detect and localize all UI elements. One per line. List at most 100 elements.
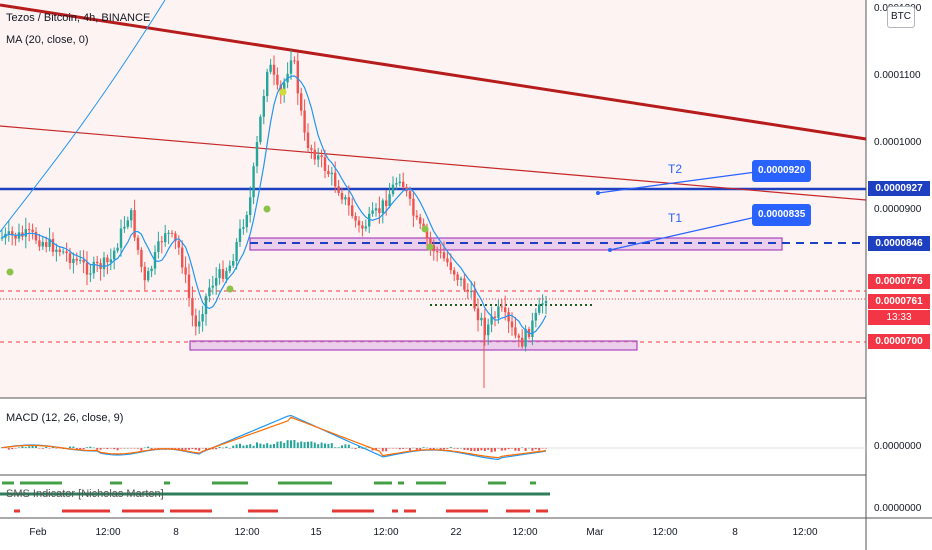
macd-bar bbox=[249, 444, 252, 448]
minor-downtrend-line[interactable] bbox=[0, 125, 867, 201]
macd-bar bbox=[109, 448, 112, 449]
macd-bar bbox=[188, 448, 190, 450]
macd-bar bbox=[310, 441, 313, 448]
candle-body bbox=[133, 210, 136, 238]
time-tick: 8 bbox=[732, 527, 738, 538]
ma-20-line bbox=[1, 75, 547, 335]
candle-body bbox=[327, 170, 330, 175]
candle-body bbox=[82, 259, 85, 263]
candle-body bbox=[330, 172, 333, 175]
macd-bar bbox=[449, 447, 452, 448]
macd-bar bbox=[269, 444, 272, 448]
macd-bar bbox=[453, 448, 456, 449]
macd-bar bbox=[126, 447, 129, 449]
macd-bar bbox=[137, 448, 139, 449]
candle-body bbox=[45, 242, 48, 247]
candle-body bbox=[11, 231, 14, 236]
macd-bar bbox=[120, 448, 122, 449]
symbol-legend[interactable]: Tezos / Bitcoin, 4h, BINANCE bbox=[6, 12, 151, 24]
macd-bar bbox=[69, 446, 71, 448]
macd-bar bbox=[242, 445, 245, 448]
candle-body bbox=[337, 186, 340, 193]
macd-bar bbox=[460, 447, 462, 449]
target-t2-anchor[interactable] bbox=[596, 191, 600, 195]
candle-body bbox=[425, 228, 429, 239]
target-t2-path[interactable] bbox=[597, 171, 757, 194]
macd-bar bbox=[103, 448, 105, 449]
candle-body bbox=[306, 132, 310, 149]
target-t1-path[interactable] bbox=[609, 216, 757, 251]
sms-legend[interactable]: SMS Indicator [Nicholas Marten] bbox=[6, 488, 164, 500]
candle-body bbox=[289, 60, 293, 74]
candle-body bbox=[391, 184, 395, 195]
candle-body bbox=[79, 259, 82, 261]
macd-bar bbox=[477, 448, 479, 452]
candle-body bbox=[497, 306, 500, 318]
macd-bar bbox=[89, 446, 92, 448]
ma-legend[interactable]: MA (20, close, 0) bbox=[6, 34, 89, 46]
candle-body bbox=[364, 226, 367, 229]
candle-body bbox=[143, 266, 146, 281]
candle-body bbox=[340, 192, 344, 200]
macd-bar bbox=[361, 448, 364, 449]
macd-bar bbox=[541, 448, 544, 449]
currency-button[interactable]: BTC bbox=[887, 6, 915, 28]
candle-body bbox=[412, 198, 415, 216]
candle-body bbox=[136, 237, 140, 250]
candle-body bbox=[269, 64, 272, 72]
macd-axis-tick: 0.0000000 bbox=[874, 441, 922, 452]
candle-body bbox=[544, 300, 548, 304]
macd-bar bbox=[381, 448, 384, 452]
macd-bar bbox=[225, 446, 228, 448]
major-downtrend-line[interactable] bbox=[0, 3, 867, 141]
macd-bar bbox=[504, 448, 507, 451]
candle-body bbox=[354, 215, 357, 221]
macd-bar bbox=[218, 446, 221, 448]
candle-body bbox=[374, 208, 378, 211]
macd-bar bbox=[480, 448, 483, 451]
candle-body bbox=[140, 249, 143, 267]
macd-legend[interactable]: MACD (12, 26, close, 9) bbox=[6, 412, 124, 424]
macd-bar bbox=[133, 448, 136, 449]
macd-bar bbox=[303, 442, 306, 448]
macd-bar bbox=[538, 448, 541, 451]
candle-body bbox=[344, 197, 347, 200]
candle-body bbox=[218, 269, 221, 279]
price-tick: 0.0000900 bbox=[874, 204, 922, 215]
candle-body bbox=[89, 273, 92, 275]
macd-bar bbox=[320, 442, 323, 448]
candle-body bbox=[211, 285, 214, 288]
macd-bar bbox=[215, 448, 218, 450]
candle-body bbox=[507, 312, 510, 322]
candle-body bbox=[534, 312, 537, 321]
support-zone[interactable] bbox=[189, 340, 638, 351]
macd-bar bbox=[290, 440, 292, 448]
candle-body bbox=[184, 267, 187, 275]
candle-body bbox=[96, 261, 99, 264]
candle-body bbox=[320, 155, 323, 158]
candle-body bbox=[300, 93, 303, 111]
long-ma-curve bbox=[0, 0, 166, 233]
macd-bar bbox=[72, 446, 75, 448]
candle-body bbox=[17, 232, 21, 239]
macd-bar bbox=[198, 448, 201, 451]
time-tick: 15 bbox=[310, 527, 322, 538]
candle-body bbox=[402, 181, 405, 188]
macd-bar bbox=[409, 448, 411, 451]
candle-body bbox=[102, 257, 106, 270]
target-t2-label[interactable]: 0.0000920 bbox=[752, 160, 812, 182]
candle-body bbox=[524, 328, 527, 347]
candle-body bbox=[255, 142, 259, 167]
macd-bar bbox=[157, 448, 160, 449]
candle-body bbox=[191, 297, 194, 316]
macd-bar bbox=[239, 443, 241, 448]
time-tick: 12:00 bbox=[652, 527, 678, 538]
target-t1-anchor[interactable] bbox=[608, 248, 612, 252]
candle-body bbox=[123, 226, 126, 229]
candle-body bbox=[310, 148, 313, 150]
macd-bar bbox=[55, 448, 58, 449]
candle-body bbox=[62, 251, 65, 253]
target-t1-label[interactable]: 0.0000835 bbox=[752, 204, 812, 226]
macd-bar bbox=[86, 447, 88, 448]
